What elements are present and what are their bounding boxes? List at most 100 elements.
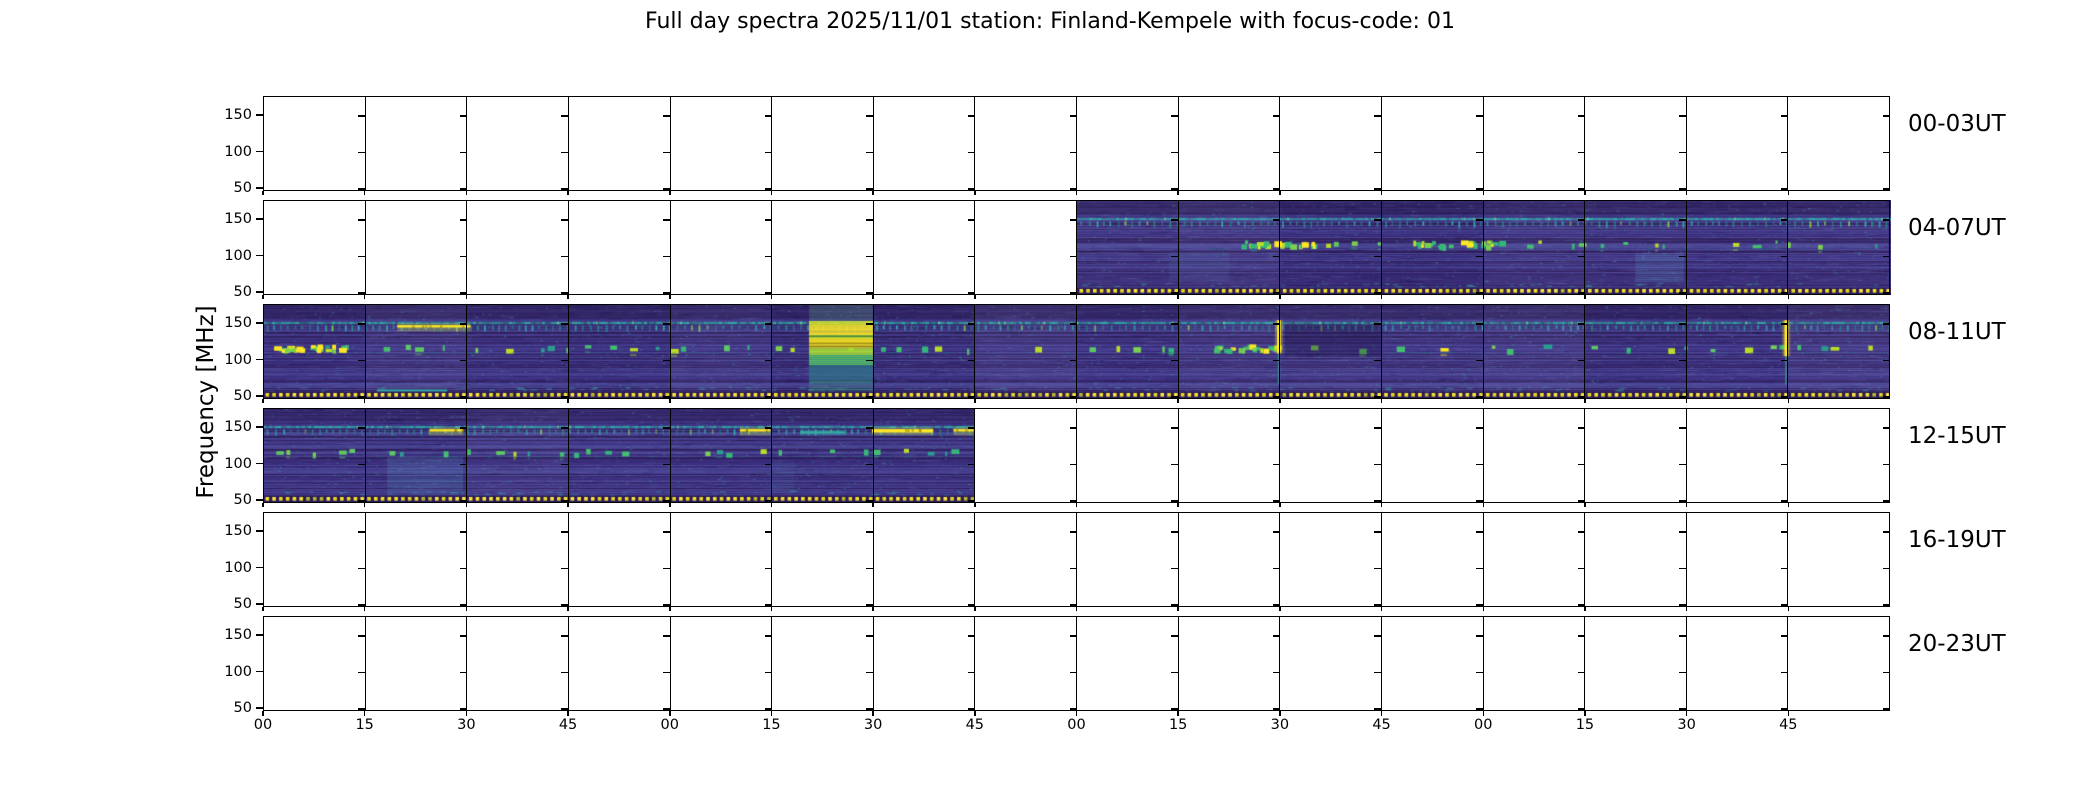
spectrogram-panel	[1687, 513, 1789, 606]
y-tick	[1577, 708, 1585, 710]
x-tick-mark	[770, 607, 773, 611]
y-tick	[764, 219, 772, 221]
y-tick-label: 100	[224, 455, 252, 472]
spectrogram-panel	[975, 617, 1077, 710]
y-tick-mark	[256, 254, 263, 257]
y-tick	[358, 292, 365, 294]
x-tick-mark	[770, 503, 773, 507]
row-label: 12-15UT	[1908, 423, 2006, 449]
y-tick	[967, 323, 975, 325]
x-tick-mark	[1380, 607, 1383, 611]
y-tick	[1069, 255, 1076, 258]
y-tick-mark	[256, 322, 263, 324]
y-tick-label: 100	[224, 559, 252, 576]
y-tick	[1171, 604, 1178, 606]
y-tick	[663, 188, 670, 190]
x-tick-mark	[669, 295, 671, 299]
y-tick	[459, 188, 467, 190]
spectrogram-panel	[772, 97, 874, 190]
y-tick	[1780, 671, 1788, 674]
y-tick	[459, 359, 467, 362]
spectrogram-panel	[975, 513, 1077, 606]
x-tick-mark	[1075, 607, 1078, 611]
y-tick	[1476, 396, 1483, 398]
y-tick	[1069, 115, 1076, 117]
spectrogram-panel	[1687, 201, 1789, 294]
y-tick	[1069, 151, 1076, 154]
x-tick-label: 45	[558, 717, 578, 733]
spectrogram-panel	[264, 409, 366, 502]
y-tick	[1171, 427, 1178, 429]
y-tick	[1577, 219, 1585, 221]
spectrogram-panel	[671, 409, 773, 502]
y-tick	[1780, 463, 1788, 466]
y-tick	[663, 567, 670, 570]
x-tick-mark	[1584, 295, 1586, 299]
y-tick	[459, 500, 467, 502]
y-tick	[358, 151, 365, 154]
y-tick	[1171, 635, 1178, 637]
y-tick	[967, 427, 975, 429]
y-tick	[764, 500, 772, 502]
y-tick	[561, 396, 568, 398]
y-tick	[1476, 463, 1483, 466]
spectrogram-panel	[366, 409, 468, 502]
x-tick-mark	[1177, 191, 1179, 195]
y-tick	[1171, 671, 1178, 674]
y-tick	[1069, 427, 1076, 429]
spectrogram-panel	[1280, 97, 1382, 190]
y-tick	[1882, 463, 1889, 466]
y-tick	[1374, 531, 1381, 533]
y-tick	[459, 567, 467, 570]
y-tick	[866, 323, 873, 325]
y-tick	[866, 396, 873, 398]
x-tick-mark	[363, 295, 366, 299]
spectrogram-panel	[366, 617, 468, 710]
x-tick-mark	[872, 295, 874, 299]
y-tick-label: 50	[233, 492, 252, 508]
y-tick	[561, 635, 568, 637]
spectrogram-panel	[1280, 305, 1382, 398]
spectrogram-panel	[467, 97, 569, 190]
spectrogram-panel	[569, 201, 671, 294]
y-tick	[1476, 635, 1483, 637]
y-tick	[1577, 255, 1585, 258]
x-tick-mark	[1482, 191, 1484, 195]
x-tick-mark	[1584, 191, 1586, 195]
spectrogram-panel	[467, 409, 569, 502]
x-tick-mark	[872, 503, 874, 507]
x-tick-mark	[1685, 711, 1688, 716]
y-tick	[1374, 188, 1381, 190]
spectrogram-panel	[1382, 201, 1484, 294]
spectrogram-panel	[1179, 201, 1281, 294]
row-label: 20-23UT	[1908, 631, 2006, 657]
x-tick-mark	[1279, 295, 1281, 299]
y-tick	[1069, 567, 1076, 570]
y-tick	[764, 359, 772, 362]
y-tick	[1171, 567, 1178, 570]
x-tick-label: 45	[1372, 717, 1391, 733]
y-tick	[1374, 463, 1381, 466]
y-tick	[764, 323, 772, 325]
y-tick	[1679, 115, 1686, 117]
spectrogram-panel	[671, 513, 773, 606]
y-tick	[561, 188, 568, 190]
spectrogram-panel	[1484, 201, 1586, 294]
x-tick-mark	[1685, 607, 1688, 611]
y-tick	[1679, 427, 1686, 429]
x-tick-mark	[974, 399, 976, 403]
spectrogram-panel	[874, 201, 976, 294]
y-tick	[1272, 359, 1280, 362]
y-tick	[1679, 359, 1686, 362]
spectrogram-canvas-12-15UT	[263, 408, 975, 503]
y-tick	[1780, 359, 1788, 362]
spectrogram-panel	[1280, 617, 1382, 710]
y-tick	[1882, 115, 1889, 117]
y-tick-label: 150	[224, 315, 252, 331]
y-tick	[561, 671, 568, 674]
spectrogram-panel	[1788, 201, 1889, 294]
x-tick-mark	[1075, 399, 1078, 403]
spectrogram-panel	[1788, 617, 1889, 710]
y-tick	[1374, 151, 1381, 154]
y-tick	[663, 500, 670, 502]
